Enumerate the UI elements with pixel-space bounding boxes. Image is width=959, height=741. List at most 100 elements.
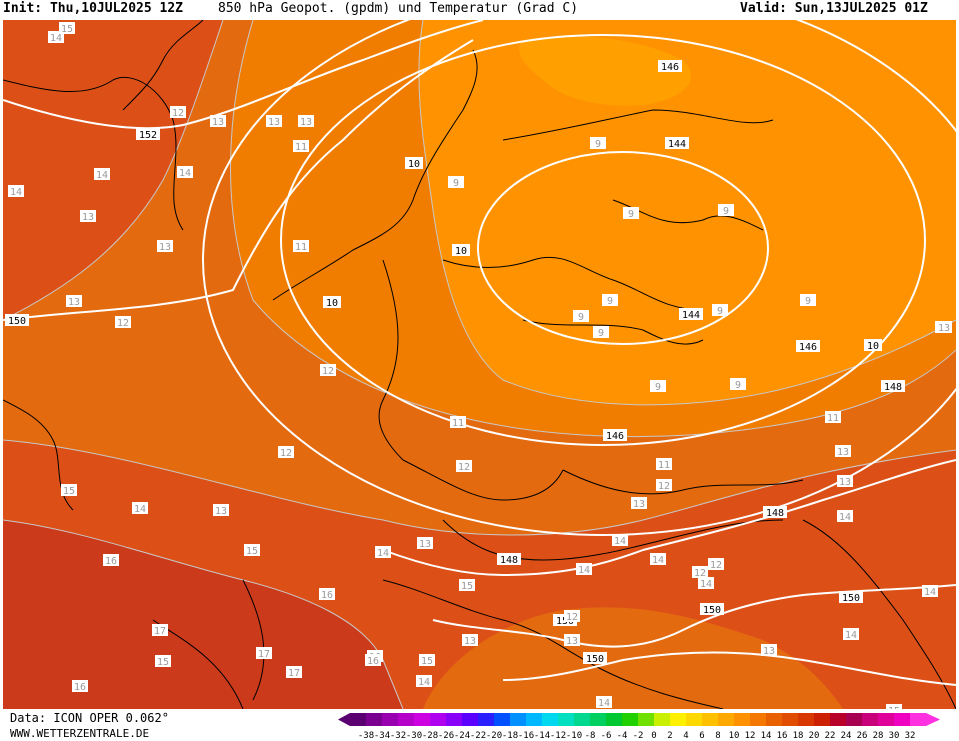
temperature-label: 13 — [761, 644, 777, 657]
temperature-label-text: 14 — [179, 168, 191, 179]
geopotential-label-text: 148 — [884, 382, 902, 393]
temperature-label-text: 9 — [655, 382, 661, 393]
legend-swatch — [798, 713, 815, 726]
legend-swatch — [846, 713, 863, 726]
legend-swatch — [430, 713, 447, 726]
temperature-label: 13 — [157, 240, 173, 253]
temperature-label: 14 — [843, 628, 859, 641]
map-title: 850 hPa Geopot. (gpdm) und Temperatur (G… — [218, 1, 579, 16]
temperature-label-text: 15 — [461, 581, 473, 592]
legend-tick-label: -24 — [454, 731, 470, 741]
legend-swatch — [366, 713, 383, 726]
temperature-label-text: 13 — [938, 323, 950, 334]
legend-swatch — [574, 713, 591, 726]
legend-tick-label: -20 — [486, 731, 502, 741]
geopotential-labels: 152 146 144 144 146 146 148 148 148 150 … — [5, 60, 905, 665]
temperature-label-text: 9 — [578, 312, 584, 323]
geopotential-label-text: 144 — [682, 310, 700, 321]
temperature-label-text: 12 — [458, 462, 470, 473]
temperature-label-text: 14 — [377, 548, 389, 559]
temperature-label: 14 — [132, 502, 148, 515]
temperature-label: 15 — [59, 22, 75, 35]
legend-tick-label: 4 — [683, 731, 688, 741]
temperature-label-text: 16 — [105, 556, 117, 567]
temperature-label: 14 — [922, 585, 938, 598]
geopotential-label-text: 144 — [668, 139, 686, 150]
legend-tick-label: 32 — [905, 731, 916, 741]
geopotential-label-text: 150 — [842, 593, 860, 604]
temperature-label: 16 — [72, 680, 88, 693]
temperature-label: 16 — [365, 654, 381, 667]
temperature-label: 13 — [837, 475, 853, 488]
isotherms — [3, 20, 956, 709]
legend-swatch — [398, 713, 415, 726]
geopotential-label: 148 — [763, 506, 787, 519]
legend-tick-label: 2 — [667, 731, 672, 741]
temperature-label-text: 16 — [74, 682, 86, 693]
temp-zone-8 — [519, 36, 691, 106]
temperature-label: 11 — [825, 411, 841, 424]
temperature-label: 14 — [94, 168, 110, 181]
legend-tick-label: -12 — [550, 731, 566, 741]
temperature-label: 9 — [730, 378, 746, 391]
temperature-label: 14 — [416, 675, 432, 688]
geopotential-label-text: 146 — [799, 342, 817, 353]
temperature-label-text: 14 — [418, 677, 430, 688]
legend-tick-label: -6 — [601, 731, 612, 741]
geopotential-label-text: 152 — [139, 130, 157, 141]
legend-tick-label: -16 — [518, 731, 534, 741]
temperature-label: 12 — [564, 610, 580, 623]
temperature-label: 14 — [576, 563, 592, 576]
temperature-label-text: 12 — [694, 568, 706, 579]
temperature-label: 13 — [631, 497, 647, 510]
legend-tick-label: 22 — [825, 731, 836, 741]
temperature-label-text: 14 — [652, 555, 664, 566]
temperature-label-text: 12 — [172, 108, 184, 119]
legend-swatch — [782, 713, 799, 726]
legend-swatch — [878, 713, 895, 726]
temperature-label-text: 16 — [367, 656, 379, 667]
temperature-label-text: 9 — [598, 328, 604, 339]
legend-swatch — [638, 713, 655, 726]
legend-tick-label: -32 — [390, 731, 406, 741]
temperature-label-text: 17 — [288, 668, 300, 679]
temperature-label-text: 13 — [763, 646, 775, 657]
temperature-label-text: 13 — [566, 636, 578, 647]
geopotential-label: 148 — [497, 553, 521, 566]
legend-swatch — [734, 713, 751, 726]
temperature-legend: -38 -34 -32 -30 -28 -26 -24 -22 -20 -18 -16 -14 -12-… — [338, 713, 940, 741]
legend-swatch — [670, 713, 687, 726]
temperature-label: 12 — [708, 558, 724, 571]
geopotential-label: 146 — [796, 340, 820, 353]
geopotential-label: 152 — [136, 128, 160, 141]
temperature-label: 12 — [278, 446, 294, 459]
legend-tick-label: -10 — [566, 731, 582, 741]
temperature-label: 17 — [256, 647, 272, 660]
legend-tick-label: 6 — [699, 731, 704, 741]
temperature-label-text: 12 — [658, 481, 670, 492]
temperature-label-text: 15 — [888, 706, 900, 709]
temperature-label-text: 14 — [598, 698, 610, 709]
temperature-label: 13 — [213, 504, 229, 517]
legend-swatch — [510, 713, 527, 726]
legend-swatch — [350, 713, 367, 726]
temperature-label-text: 13 — [82, 212, 94, 223]
temperature-label-text: 17 — [154, 626, 166, 637]
geopotential-label: 146 — [603, 429, 627, 442]
legend-tick-label: 0 — [651, 731, 656, 741]
temperature-label: 14 — [177, 166, 193, 179]
temperature-label-text: 13 — [633, 499, 645, 510]
temperature-label-text: 14 — [845, 630, 857, 641]
init-time: Init: Thu,10JUL2025 12Z — [3, 1, 184, 16]
legend-colorbar — [338, 713, 940, 726]
legend-swatch — [702, 713, 719, 726]
temperature-label: 15 — [155, 655, 171, 668]
temperature-label-text: 11 — [295, 142, 307, 153]
legend-tick-label: -38 — [358, 731, 374, 741]
temperature-label: 9 — [448, 176, 464, 189]
legend-swatch — [894, 713, 911, 726]
temperature-label: 14 — [837, 510, 853, 523]
temperature-label: 12 — [170, 106, 186, 119]
temperature-label: 16 — [103, 554, 119, 567]
temperature-label-text: 13 — [300, 117, 312, 128]
